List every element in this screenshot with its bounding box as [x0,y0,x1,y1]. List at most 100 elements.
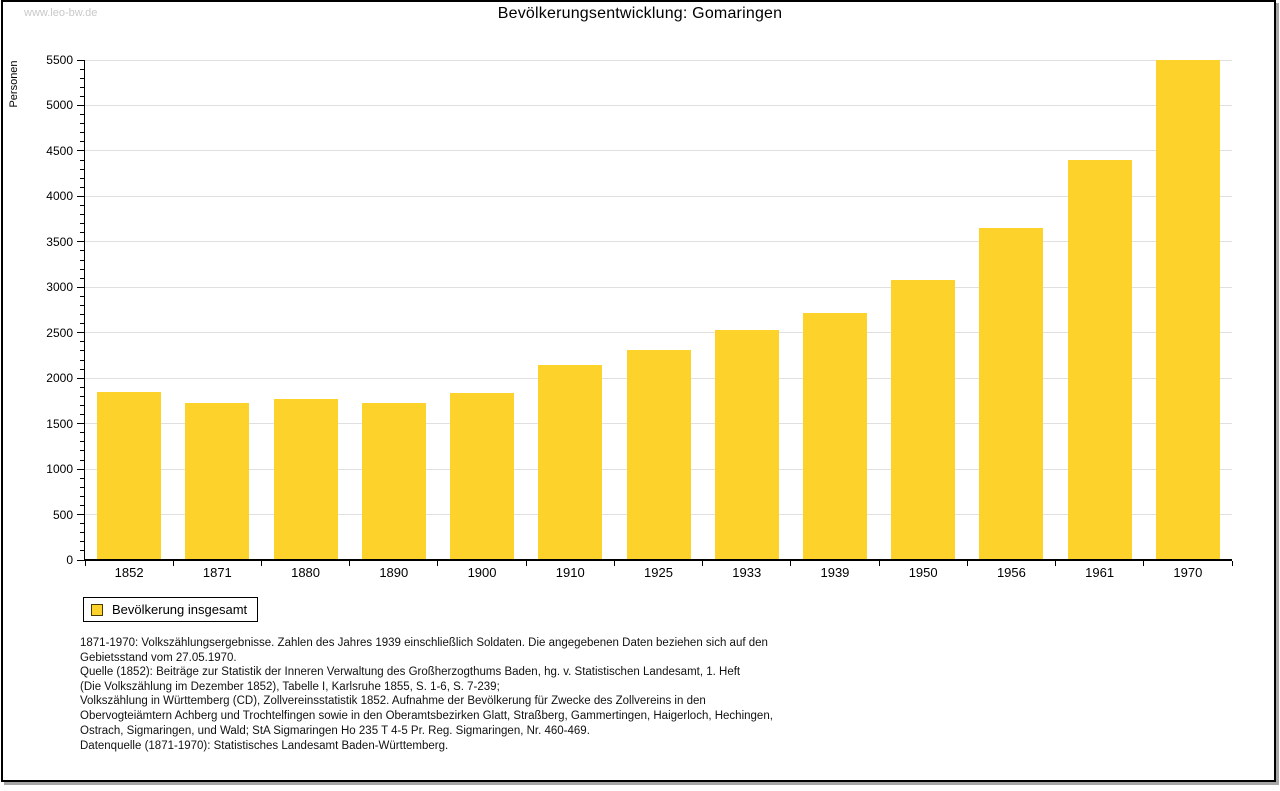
y-tick-label-4500: 4500 [46,143,73,158]
bar-1956[interactable] [979,228,1044,560]
x-tick-label-1939: 1939 [820,565,850,580]
footnote-line-1: 1871-1970: Volkszählungsergebnisse. Zahl… [80,637,768,649]
y-major-tick-5500 [77,59,84,61]
gridline-5000 [85,104,1232,106]
bar-1910[interactable] [538,364,603,560]
gridline-3000 [85,286,1232,288]
y-major-tick-4000 [77,195,84,197]
legend-label: Bevölkerung insgesamt [112,602,248,617]
x-tick-label-1900: 1900 [467,565,497,580]
x-boundary-tick-0 [84,561,86,566]
bar-1871[interactable] [185,403,250,560]
x-boundary-tick-1 [172,561,174,566]
y-minor-tick-3800 [80,214,84,216]
bar-1900[interactable] [450,393,515,560]
x-boundary-tick-3 [349,561,351,566]
y-major-tick-500 [77,514,84,516]
x-tick-label-1970: 1970 [1173,565,1203,580]
y-tick-label-3000: 3000 [46,280,73,295]
footnote-line-7: Ostrach, Sigmaringen, und Wald; StA Sigm… [80,724,590,737]
chart-footnotes: 1871-1970: Volkszählungsergebnisse. Zahl… [80,636,773,738]
x-tick-label-1890: 1890 [379,565,409,580]
y-minor-tick-5200 [80,86,84,88]
y-minor-tick-5400 [80,68,84,70]
bar-1890[interactable] [361,403,426,560]
x-boundary-tick-9 [878,561,880,566]
x-tick-label-1950: 1950 [908,565,938,580]
footnote-line-4: (Die Volkszählung im Dezember 1852), Tab… [80,680,500,693]
x-boundary-tick-4 [437,561,439,566]
x-boundary-tick-7 [702,561,704,566]
y-major-tick-4500 [77,150,84,152]
x-tick-label-1925: 1925 [644,565,673,580]
y-minor-tick-1800 [80,395,84,397]
y-minor-tick-2400 [80,341,84,343]
bar-1970[interactable] [1155,60,1220,560]
y-minor-tick-4700 [80,132,84,134]
y-minor-tick-3100 [80,277,84,279]
footnote-line-5: Volkszählung in Württemberg (CD), Zollve… [80,695,706,708]
legend-swatch [91,603,103,616]
y-minor-tick-3700 [80,223,84,225]
gridline-4500 [85,150,1232,152]
y-major-tick-1500 [77,423,84,425]
footnote-line-3: Quelle (1852): Beiträge zur Statistik de… [80,666,741,679]
chart-title: Bevölkerungsentwicklung: Gomaringen [497,5,783,22]
y-minor-tick-4300 [80,168,84,170]
x-tick-label-1871: 1871 [202,565,232,580]
x-tick-label-1910: 1910 [555,565,585,580]
x-boundary-tick-11 [1055,561,1057,566]
gridline-3500 [85,241,1232,243]
y-minor-tick-4200 [80,177,84,179]
y-minor-tick-2700 [80,314,84,316]
y-minor-tick-3600 [80,232,84,234]
x-boundary-tick-12 [1143,561,1145,566]
y-minor-tick-2900 [80,295,84,297]
y-minor-tick-1400 [80,432,84,434]
y-minor-tick-3200 [80,268,84,270]
y-minor-tick-1600 [80,414,84,416]
bar-1961[interactable] [1067,160,1132,560]
bar-1852[interactable] [97,392,162,560]
y-major-tick-3000 [77,286,84,288]
y-minor-tick-4100 [80,186,84,188]
y-minor-tick-1700 [80,404,84,406]
y-tick-label-500: 500 [52,507,73,522]
footnote-line-6: Obervogteiämtern Achberg und Trochtelfin… [80,709,773,722]
y-minor-tick-600 [80,504,84,506]
bar-1925[interactable] [626,350,691,560]
x-boundary-tick-10 [966,561,968,566]
bar-chart: Personen 0 500 1000 1500 2000 2500 3000 3500 400… [8,53,1233,580]
y-minor-tick-2300 [80,350,84,352]
y-minor-tick-4900 [80,114,84,116]
bar-1939[interactable] [802,313,867,560]
y-minor-tick-2200 [80,359,84,361]
y-major-tick-0 [77,559,84,561]
y-major-tick-2500 [77,332,84,334]
y-minor-tick-300 [80,532,84,534]
y-minor-tick-1900 [80,386,84,388]
x-axis-line [84,559,1232,561]
x-tick-label-1961: 1961 [1085,565,1115,580]
y-tick-label-4000: 4000 [46,189,73,204]
bar-1950[interactable] [891,280,956,560]
footnote-line-2: Gebietsstand vom 27.05.1970. [80,651,237,664]
y-minor-tick-2100 [80,368,84,370]
y-tick-label-1500: 1500 [46,416,73,431]
y-minor-tick-5300 [80,77,84,79]
y-tick-label-2000: 2000 [46,371,73,386]
y-tick-label-0: 0 [66,553,73,567]
y-major-tick-1000 [77,468,84,470]
y-minor-tick-100 [80,550,84,552]
y-minor-tick-3300 [80,259,84,261]
y-tick-label-2500: 2500 [46,325,73,340]
y-tick-label-5500: 5500 [46,53,73,67]
x-tick-label-1956: 1956 [996,565,1026,580]
y-minor-tick-4400 [80,159,84,161]
bar-1933[interactable] [714,330,779,560]
y-minor-tick-1300 [80,441,84,443]
bar-1880[interactable] [273,399,338,560]
x-tick-label-1933: 1933 [732,565,762,580]
y-minor-tick-3400 [80,250,84,252]
